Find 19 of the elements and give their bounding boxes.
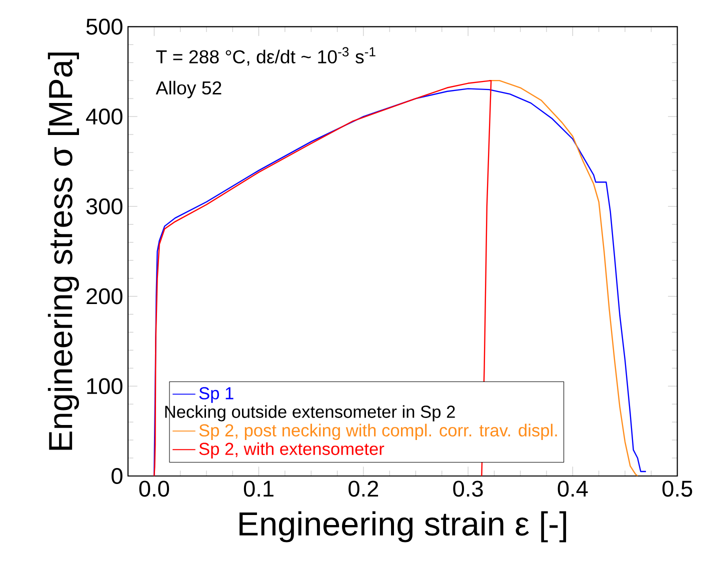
y-tick-label: 0 <box>112 468 122 484</box>
x-tick-label: 0.4 <box>558 480 588 497</box>
x-tick-label: 0.0 <box>139 480 170 497</box>
legend-label: Sp 1 <box>199 387 234 403</box>
y-tick-label: 300 <box>86 198 122 214</box>
y-tick-label: 200 <box>86 288 122 304</box>
annotation: T = 288 °C, dε/dt ~ 10$^{-3}$ s$^{-1}$ <box>156 47 376 66</box>
x-axis-title: Engineering strain ε [-] <box>240 511 566 542</box>
x-tick-label: 0.3 <box>453 480 483 497</box>
x-tick-label: 0.2 <box>348 480 378 497</box>
y-axis-title: Engineering stress σ [MPa] <box>48 52 79 450</box>
legend-label: Sp 2, with extensometer <box>199 442 384 459</box>
y-tick-label: 400 <box>86 108 122 125</box>
y-tick-label: 100 <box>87 378 122 394</box>
x-tick-label: 0.1 <box>244 480 274 497</box>
legend-label: Sp 2, post necking with compl. corr. trav. displ. <box>199 424 557 440</box>
annotation: Alloy 52 <box>156 80 222 98</box>
x-tick-label: 0.5 <box>662 480 692 497</box>
y-tick-label: 500 <box>86 18 122 35</box>
